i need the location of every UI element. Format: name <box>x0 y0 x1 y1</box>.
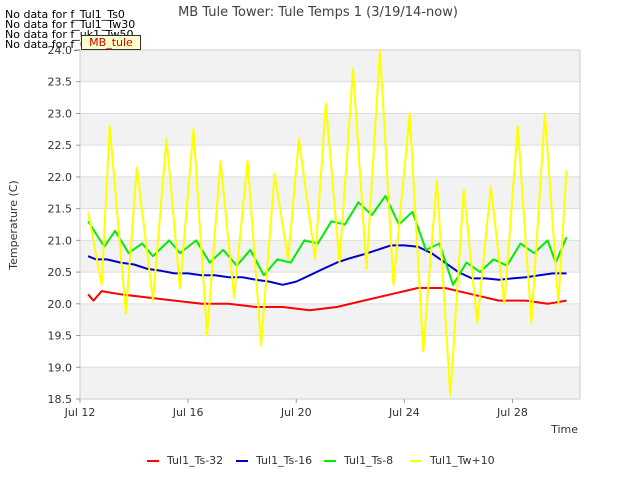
legend-label: Tul1_Ts-16 <box>255 454 312 467</box>
grid-band <box>80 303 580 336</box>
no-data-message-4: No data for f_uk1_Tw100 <box>5 38 141 51</box>
y-tick-label: 22.0 <box>48 171 73 184</box>
y-axis-label: Temperature (C) <box>7 180 20 270</box>
no-data-message-3: No data for f_uk1_Tw50 <box>5 28 134 41</box>
x-tick-label: Jul 12 <box>64 406 96 419</box>
x-tick-label: Jul 16 <box>172 406 204 419</box>
x-tick-label: Jul 20 <box>280 406 312 419</box>
plot-frame <box>79 49 581 400</box>
series-line-Tul1_Tw+10 <box>87 49 568 397</box>
x-tick-label: Jul 24 <box>388 406 420 419</box>
x-tick-label: Jul 28 <box>496 406 528 419</box>
series-line-Tul1_Ts-8 <box>87 194 568 286</box>
grid-band <box>80 176 580 209</box>
y-tick-label: 23.5 <box>48 76 73 89</box>
grid-band <box>80 113 580 146</box>
legend-label: Tul1_Tw+10 <box>429 454 495 467</box>
legend-label: Tul1_Ts-32 <box>166 454 223 467</box>
y-tick-label: 21.0 <box>48 234 73 247</box>
grid-band <box>80 50 580 82</box>
series-line-Tul1_Ts-32 <box>87 287 567 312</box>
y-tick-label: 20.5 <box>48 266 73 279</box>
legend-label: Tul1_Ts-8 <box>343 454 393 467</box>
y-tick-label: 18.5 <box>48 393 73 406</box>
station-badge: MB_tule <box>81 35 141 50</box>
chart-title: MB Tule Tower: Tule Temps 1 (3/19/14-now… <box>178 5 458 20</box>
y-tick-label: 22.5 <box>48 139 73 152</box>
series-line-Tul1_Ts-16 <box>87 244 567 286</box>
y-tick-label: 19.5 <box>48 330 73 343</box>
no-data-message-1: No data for f_Tul1_Ts0 <box>5 8 125 21</box>
x-axis-label: Time <box>550 423 578 436</box>
y-tick-label: 21.5 <box>48 203 73 216</box>
y-tick-label: 23.0 <box>48 107 73 120</box>
y-tick-label: 19.0 <box>48 361 73 374</box>
y-tick-label: 24.0 <box>48 44 73 57</box>
grid-band <box>80 367 580 399</box>
no-data-message-2: No data for f_Tul1_Tw30 <box>5 18 136 31</box>
y-tick-label: 20.0 <box>48 298 73 311</box>
